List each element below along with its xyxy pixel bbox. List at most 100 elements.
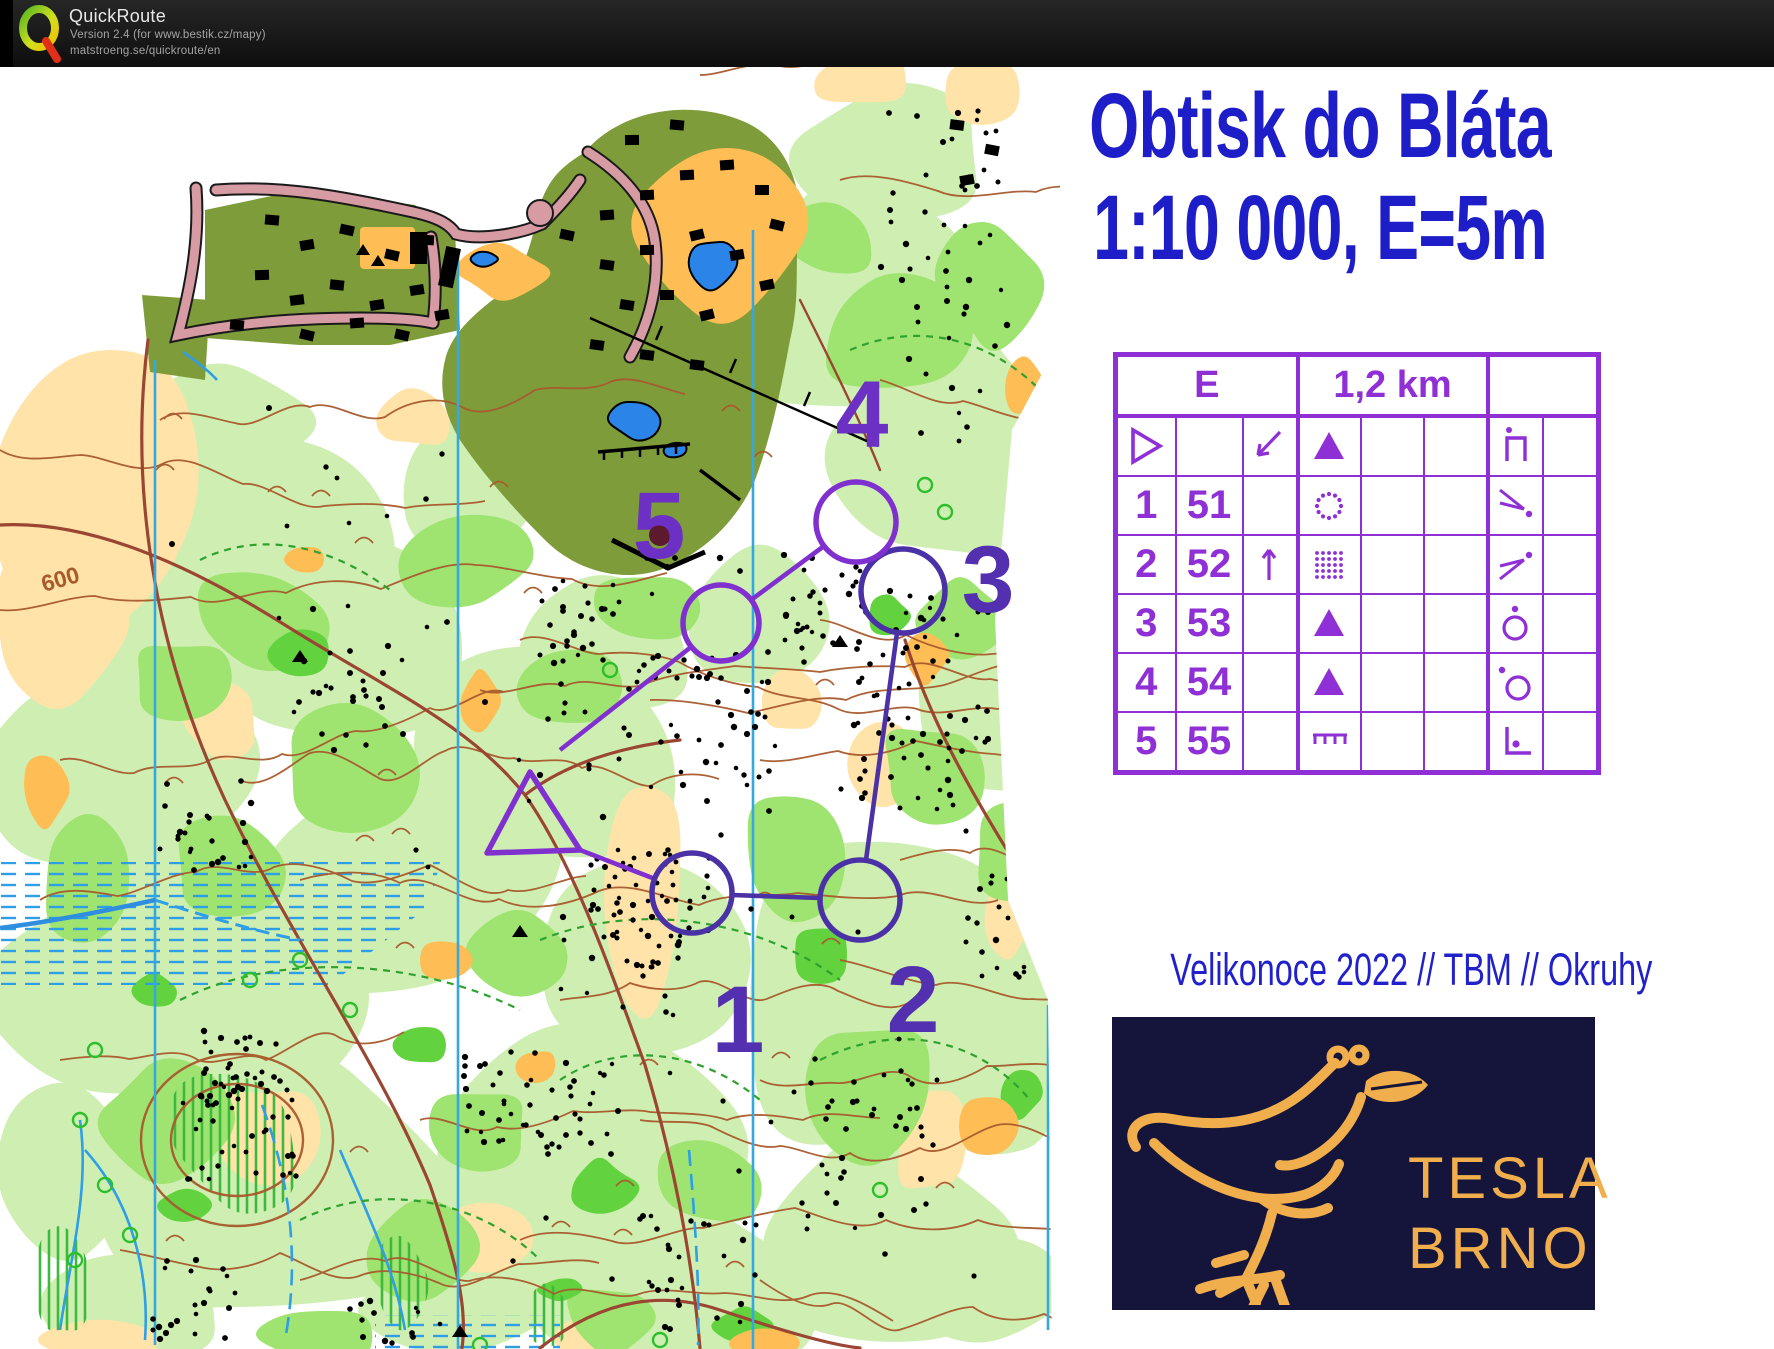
dot-grid-icon <box>1314 550 1343 579</box>
card-cell-dimension <box>1422 711 1490 774</box>
corner-dot-icon <box>1504 726 1531 755</box>
card-cell-dimension <box>1422 593 1490 654</box>
card-cell-other <box>1541 652 1600 713</box>
course-control-number: 3 <box>962 527 1015 633</box>
course-leg <box>749 544 826 602</box>
card-cell-code: 55 <box>1174 711 1244 774</box>
card-cell-code: 53 <box>1174 593 1244 654</box>
foot-se-icon <box>1498 488 1532 517</box>
card-cell-detail <box>1359 475 1425 536</box>
course-control-number: 4 <box>836 362 889 468</box>
card-length-label: 1,2 km <box>1296 353 1490 418</box>
card-cell-feature <box>1296 593 1362 654</box>
map-terrain: 600 <box>0 67 1060 1349</box>
card-cell-location <box>1486 475 1544 536</box>
card-cell-dimension <box>1422 475 1490 536</box>
course-control-circle <box>817 857 903 943</box>
course-control-circle <box>680 582 762 664</box>
card-cell-location <box>1486 652 1544 713</box>
card-cell-location <box>1486 534 1544 595</box>
card-cell-number <box>1114 415 1177 477</box>
card-cell-which <box>1241 415 1300 477</box>
card-cell-detail <box>1359 652 1425 713</box>
card-cell-which <box>1241 534 1300 595</box>
bird-icon <box>1127 1044 1428 1305</box>
card-cell-which <box>1241 475 1300 536</box>
card-cell-dimension <box>1422 534 1490 595</box>
card-cell-which <box>1241 711 1300 774</box>
course-control-number: 2 <box>887 947 940 1053</box>
card-cell-feature <box>1296 534 1362 595</box>
pi-dot-icon <box>1504 426 1527 461</box>
course-control-circle <box>813 479 899 565</box>
card-cell-feature <box>1296 415 1362 477</box>
orienteering-map-canvas[interactable]: 600 1 2 34 5 <box>0 67 1060 1349</box>
card-row: 3 53 <box>1114 593 1600 654</box>
knoll-icon <box>1313 667 1344 695</box>
fence-icon <box>1312 733 1347 744</box>
circle-dot-top-icon <box>1501 605 1528 641</box>
club-logo: TESLA BRNO <box>1112 1017 1608 1310</box>
card-cell-number: 2 <box>1114 534 1177 595</box>
app-url-line: matstroeng.se/quickroute/en <box>70 45 221 57</box>
card-corner-cell <box>1486 353 1600 418</box>
course-overlay: 1 2 34 5 <box>484 362 1015 1073</box>
course-control-number: 1 <box>712 967 765 1073</box>
card-cell-detail <box>1359 534 1425 595</box>
card-cell-location <box>1486 593 1544 654</box>
card-cell-code: 51 <box>1174 475 1244 536</box>
app-version-line: Version 2.4 (for www.bestik.cz/mapy) <box>70 29 266 41</box>
card-cell-location <box>1486 415 1544 477</box>
card-cell-which <box>1241 652 1300 713</box>
window-titlebar: QuickRoute Version 2.4 (for www.bestik.c… <box>0 0 1774 67</box>
card-cell-number: 1 <box>1114 475 1177 536</box>
card-cell-other <box>1541 415 1600 477</box>
course-control-circle <box>858 546 948 636</box>
card-cell-code: 52 <box>1174 534 1244 595</box>
titlebar-left-strip <box>0 0 13 67</box>
card-cell-feature <box>1296 711 1362 774</box>
card-cell-number: 3 <box>1114 593 1177 654</box>
card-cell-number: 4 <box>1114 652 1177 713</box>
club-name-line2: BRNO <box>1408 1216 1592 1281</box>
arrow-sw-icon <box>1255 430 1281 457</box>
map-title-line2: 1:10 000, E=5m <box>1093 177 1548 279</box>
course-leg <box>558 645 693 752</box>
course-leg <box>863 632 900 861</box>
card-cell-code: 54 <box>1174 652 1244 713</box>
card-cell-feature <box>1296 475 1362 536</box>
card-cell-detail <box>1359 711 1425 774</box>
card-cell-number: 5 <box>1114 711 1177 774</box>
card-row: 2 52 <box>1114 534 1600 595</box>
card-header-row: E 1,2 km <box>1114 353 1600 418</box>
course-leg <box>579 847 656 882</box>
card-course-label: E <box>1114 353 1300 418</box>
arrow-up-icon <box>1261 548 1276 580</box>
course-leg <box>731 892 821 901</box>
card-cell-feature <box>1296 652 1362 713</box>
card-row <box>1114 415 1600 477</box>
foot-ne-icon <box>1498 551 1532 580</box>
start-triangle-icon <box>1131 426 1164 465</box>
card-row: 4 54 <box>1114 652 1600 713</box>
card-cell-other <box>1541 475 1600 536</box>
map-title-line1: Obtisk do Bláta <box>1089 75 1552 177</box>
card-cell-detail <box>1359 415 1425 477</box>
circle-dot-nw-icon <box>1498 666 1531 701</box>
event-info-line: Velikonoce 2022 // TBM // Okruhy <box>1170 944 1653 995</box>
card-cell-which <box>1241 593 1300 654</box>
dotted-circle-icon <box>1314 491 1343 520</box>
app-title: QuickRoute <box>69 6 167 26</box>
course-control-number: 5 <box>633 473 686 579</box>
course-control-circle <box>649 850 735 936</box>
knoll-icon <box>1313 431 1344 459</box>
knoll-icon <box>1313 608 1344 636</box>
course-start-triangle <box>484 769 583 856</box>
card-cell-dimension <box>1422 652 1490 713</box>
card-row: 5 55 <box>1114 711 1600 774</box>
card-cell-other <box>1541 711 1600 774</box>
card-cell-detail <box>1359 593 1425 654</box>
card-cell-other <box>1541 593 1600 654</box>
club-name-line1: TESLA <box>1408 1146 1612 1211</box>
quickroute-logo-icon <box>19 5 61 63</box>
